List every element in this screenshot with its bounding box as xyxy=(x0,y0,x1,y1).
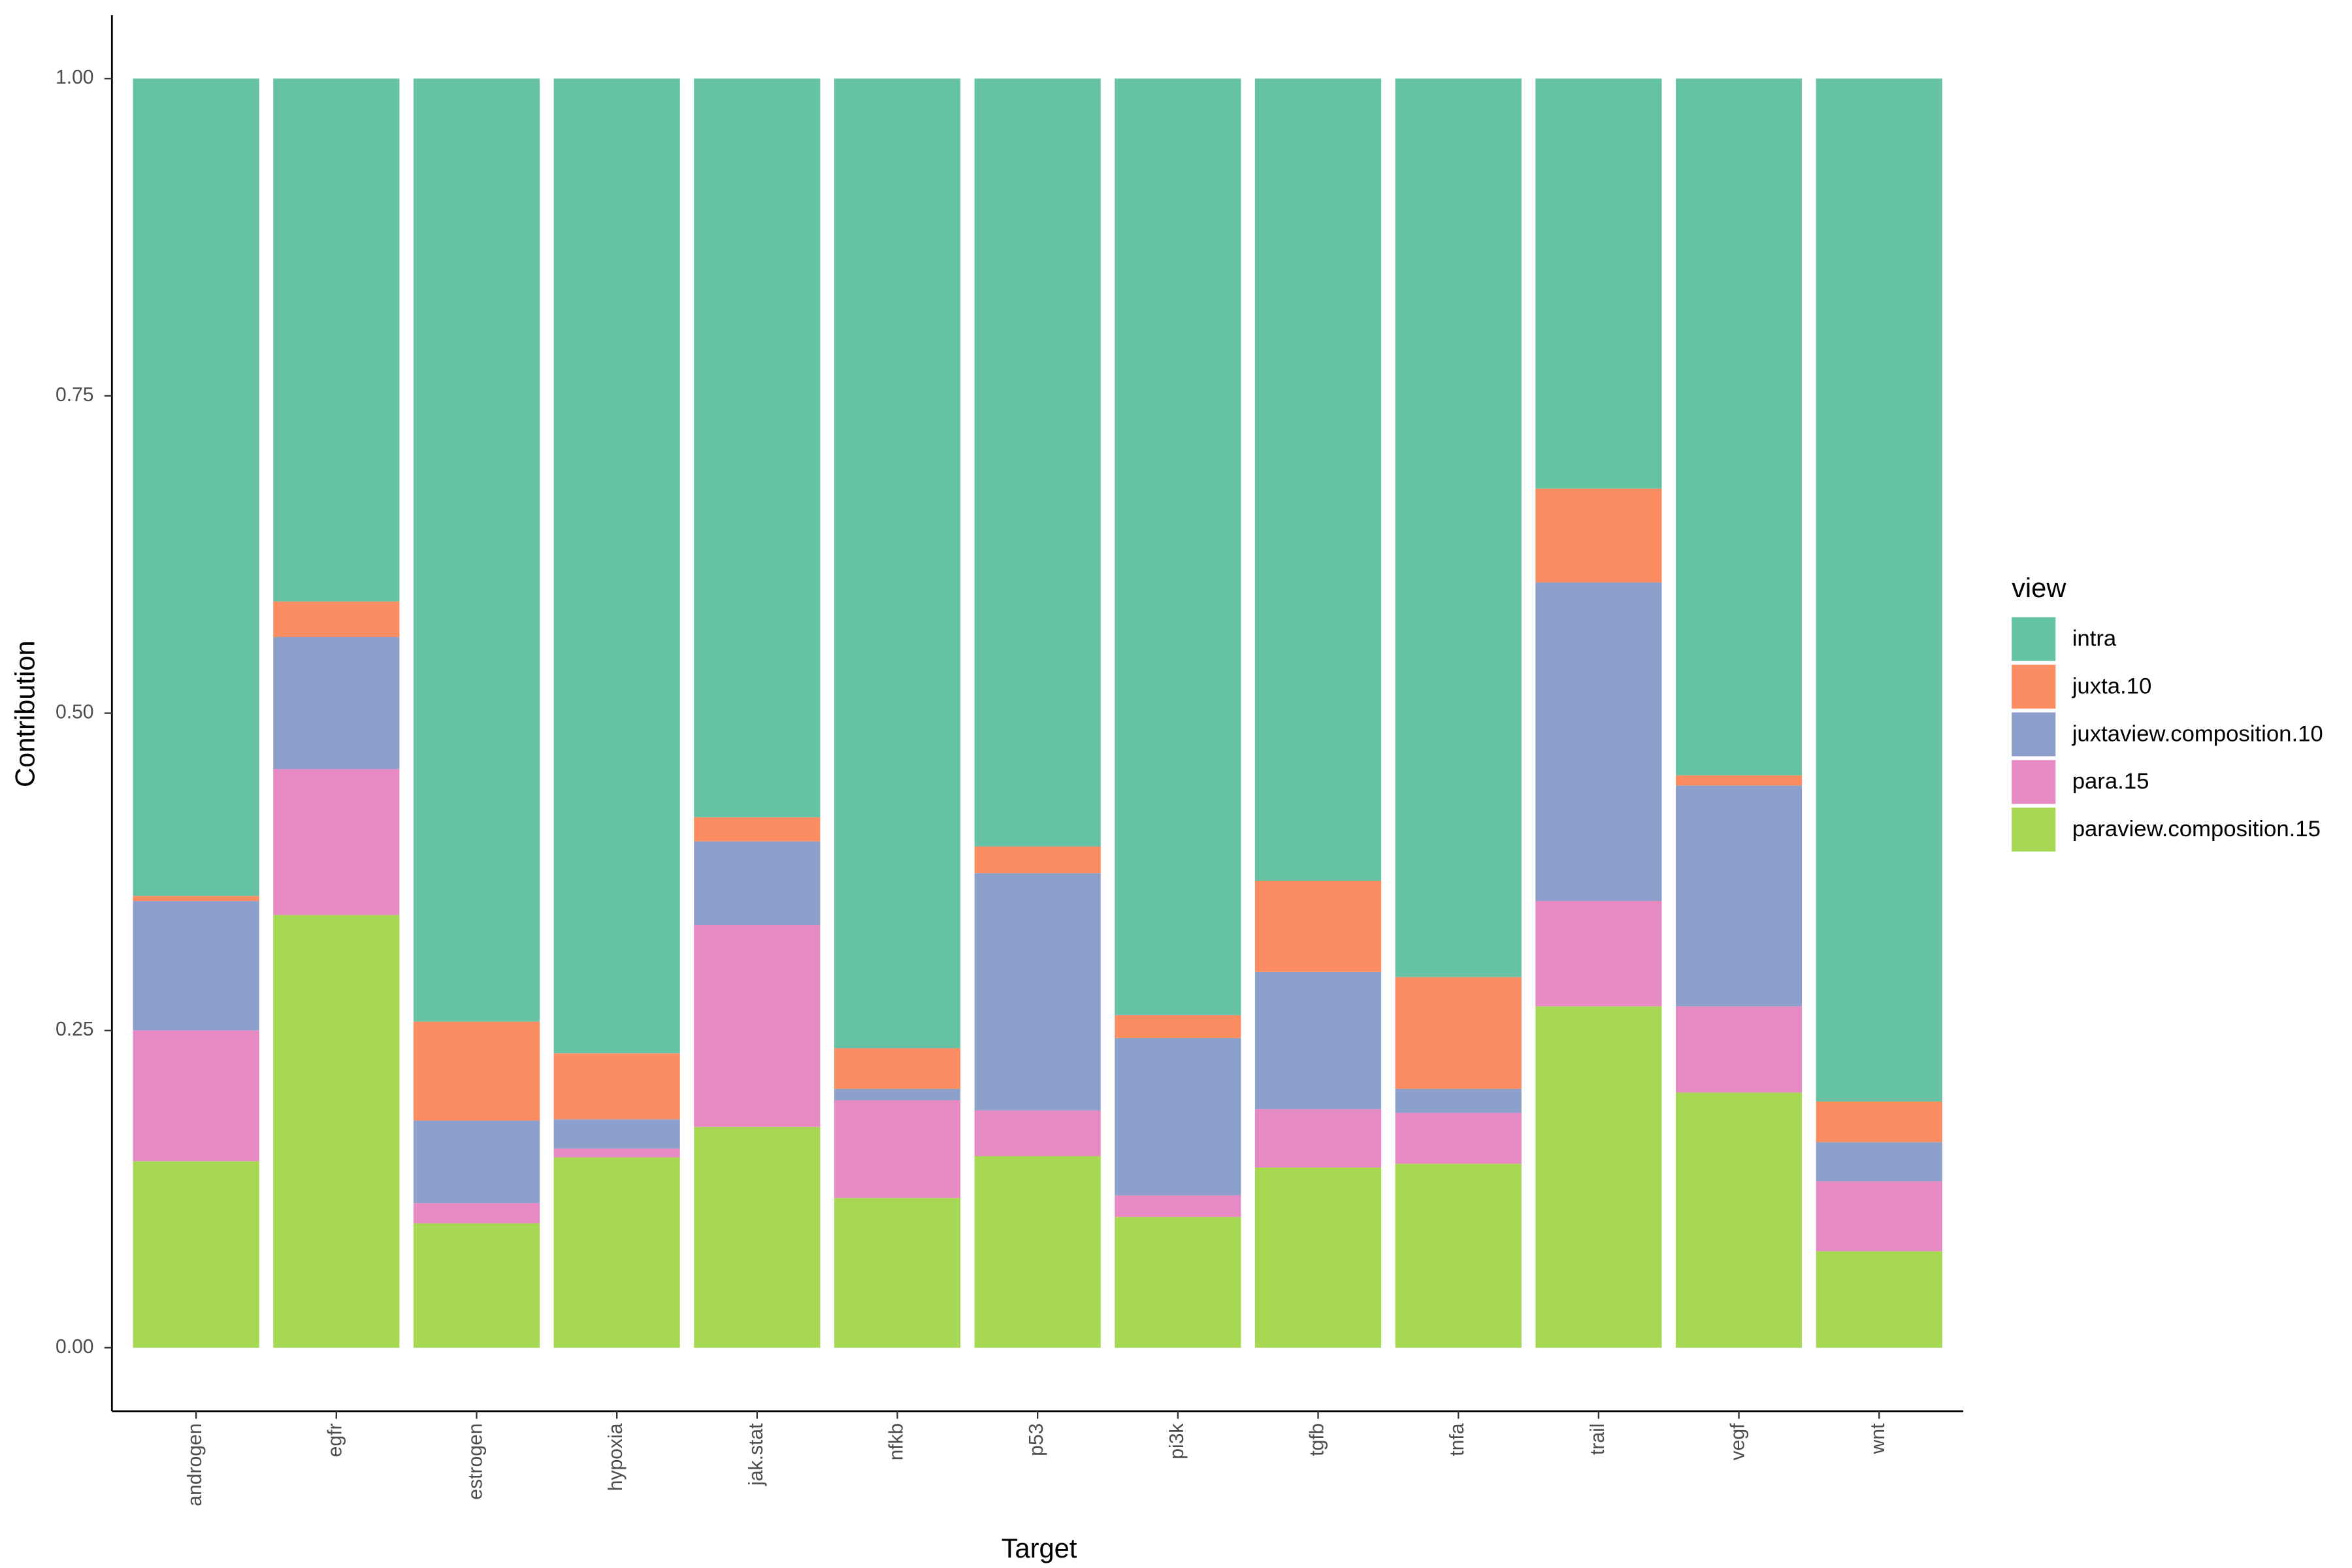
y-tick-label: 0.25 xyxy=(56,1019,94,1040)
bar-segment xyxy=(1115,1015,1241,1038)
bar-segment xyxy=(834,1100,961,1198)
bar-segment xyxy=(273,601,400,638)
legend-key xyxy=(2012,808,2056,852)
x-tick-label: vegf xyxy=(1727,1423,1748,1460)
x-tick-label: tnfa xyxy=(1446,1423,1468,1456)
bar-segment xyxy=(413,1223,540,1348)
x-tick-label: p53 xyxy=(1026,1424,1047,1456)
bar-segment xyxy=(1395,1088,1522,1113)
bar-segment xyxy=(1395,78,1522,977)
bar-segment xyxy=(694,1126,821,1348)
bar-segment xyxy=(553,1157,680,1348)
bar-segment xyxy=(413,1120,540,1203)
legend-key xyxy=(2012,712,2056,757)
legend-key xyxy=(2012,664,2056,709)
bar-segment xyxy=(1816,1142,1942,1182)
bar-segment xyxy=(133,1030,259,1162)
bar-segment xyxy=(413,1203,540,1224)
y-axis-title: Contribution xyxy=(10,640,41,787)
bar-segment xyxy=(1675,1006,1803,1093)
bar-segment xyxy=(694,78,821,817)
legend-label: paraview.composition.15 xyxy=(2072,817,2321,841)
x-tick-label: trail xyxy=(1587,1424,1609,1455)
bar-segment xyxy=(974,873,1101,1111)
legend-label: intra xyxy=(2072,626,2117,651)
bar-segment xyxy=(694,841,821,925)
bar-segment xyxy=(413,78,540,1022)
bar-segment xyxy=(133,901,259,1031)
x-axis-title: Target xyxy=(1002,1533,1077,1563)
bar-segment xyxy=(1535,901,1662,1007)
bar-segment xyxy=(1816,1102,1942,1143)
bar-segment xyxy=(974,78,1101,847)
x-tick-label: pi3k xyxy=(1166,1423,1188,1460)
legend-label: juxtaview.composition.10 xyxy=(2072,721,2323,746)
bar-segment xyxy=(834,1198,961,1348)
bar-segment xyxy=(133,896,259,902)
y-tick-label: 1.00 xyxy=(56,67,94,88)
legend-key xyxy=(2012,760,2056,804)
bar-segment xyxy=(133,1161,259,1348)
legend-key xyxy=(2012,617,2056,661)
bar-segment xyxy=(1395,977,1522,1089)
bar-segment xyxy=(834,1088,961,1101)
bar-segment xyxy=(1675,785,1803,1007)
bar-segment xyxy=(1535,78,1662,489)
x-tick-label: wnt xyxy=(1867,1423,1889,1454)
bar-segment xyxy=(413,1021,540,1121)
bar-segment xyxy=(553,1053,680,1120)
bar-segment xyxy=(1254,972,1382,1109)
x-tick-label: jak.stat xyxy=(745,1423,767,1486)
bar-segment xyxy=(273,769,400,915)
bar-segment xyxy=(273,637,400,770)
x-tick-label: egfr xyxy=(325,1424,346,1458)
bar-segment xyxy=(1675,78,1803,776)
bar-segment xyxy=(694,924,821,1127)
x-tick-label: estrogen xyxy=(465,1424,486,1500)
x-tick-label: hypoxia xyxy=(605,1423,627,1491)
bar-segment xyxy=(1535,1006,1662,1348)
bar-segment xyxy=(1675,775,1803,786)
x-tick-label: tgfb xyxy=(1306,1424,1328,1456)
bar-segment xyxy=(553,1148,680,1158)
y-tick-label: 0.50 xyxy=(56,702,94,723)
bar-segment xyxy=(1395,1164,1522,1348)
legend-label: para.15 xyxy=(2072,769,2149,794)
bar-segment xyxy=(1115,78,1241,1015)
bar-segment xyxy=(694,817,821,841)
bar-segment xyxy=(1675,1092,1803,1348)
bar-segment xyxy=(1816,1251,1942,1348)
bar-segment xyxy=(1115,1195,1241,1217)
bar-segment xyxy=(133,78,259,896)
bar-segment xyxy=(974,1156,1101,1348)
x-tick-label: nfkb xyxy=(885,1424,907,1461)
x-tick-label: androgen xyxy=(184,1424,206,1507)
bar-segment xyxy=(974,1110,1101,1156)
bar-segment xyxy=(273,78,400,602)
bar-segment xyxy=(1115,1037,1241,1196)
bar-segment xyxy=(834,78,961,1049)
bar-segment xyxy=(974,846,1101,874)
bar-segment xyxy=(1254,1168,1382,1348)
bar-segment xyxy=(1816,78,1942,1102)
y-tick-label: 0.00 xyxy=(56,1336,94,1358)
bar-segment xyxy=(1535,488,1662,583)
bar-segment xyxy=(834,1048,961,1089)
legend-label: juxta.10 xyxy=(2072,674,2152,698)
bar-segment xyxy=(1395,1113,1522,1164)
bar-segment xyxy=(1254,880,1382,972)
bar-segment xyxy=(1254,1109,1382,1168)
bar-segment xyxy=(273,915,400,1348)
bar-segment xyxy=(553,1119,680,1149)
bar-segment xyxy=(1115,1217,1241,1348)
bar-segment xyxy=(1816,1181,1942,1252)
bar-segment xyxy=(1254,78,1382,881)
bar-segment xyxy=(553,78,680,1054)
legend-title: view xyxy=(2012,572,2066,603)
bar-segment xyxy=(1535,582,1662,902)
y-tick-label: 0.75 xyxy=(56,384,94,406)
